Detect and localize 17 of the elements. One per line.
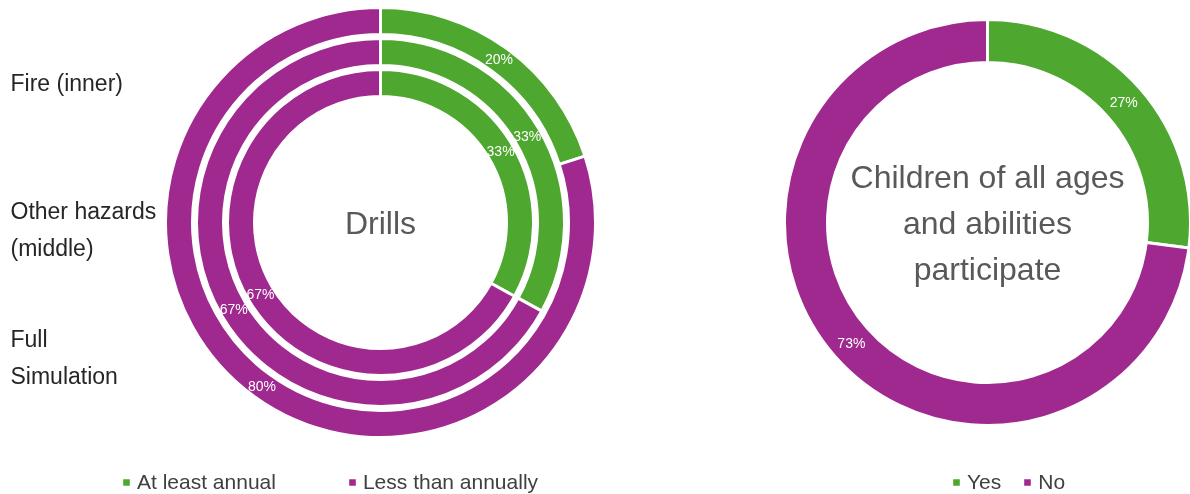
legend-label: Less than annually xyxy=(362,470,539,494)
legend-label: At least annual xyxy=(137,470,276,494)
data-label: 67% xyxy=(219,301,248,318)
text: Full Simulation xyxy=(10,325,118,389)
text: Drills xyxy=(344,204,417,241)
legend-label: No xyxy=(1038,470,1066,494)
data-label: 27% xyxy=(1109,94,1138,111)
data-label: 73% xyxy=(837,334,866,351)
data-label: 67% xyxy=(246,285,275,302)
data-label: 33% xyxy=(513,127,542,144)
text: Other hazards (middle) xyxy=(10,197,157,261)
data-label: 20% xyxy=(484,51,513,68)
legend-label: Yes xyxy=(967,470,1002,494)
text: Fire (inner) xyxy=(10,69,123,96)
data-label: 80% xyxy=(248,377,277,394)
data-label: 33% xyxy=(486,143,515,160)
text: Children of all ages and abilities participate xyxy=(850,158,1125,287)
